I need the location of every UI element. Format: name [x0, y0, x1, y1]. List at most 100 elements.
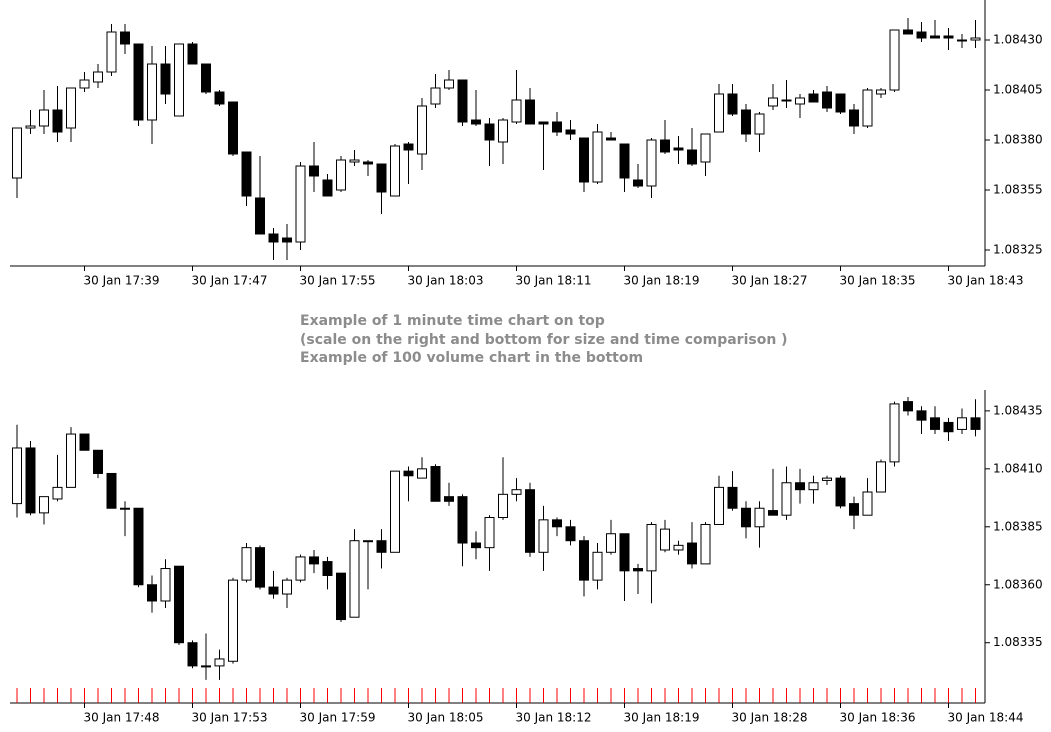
candle-body — [606, 137, 616, 141]
candle-body — [417, 468, 427, 479]
candle-body — [538, 519, 549, 553]
candle-body — [52, 486, 63, 500]
candle-body — [457, 496, 468, 544]
candle-body — [943, 421, 954, 433]
candle-body — [25, 447, 36, 514]
y-tick-label: 1.08410 — [993, 461, 1043, 475]
x-tick-label: 30 Jan 17:39 — [84, 274, 160, 288]
candle-body — [930, 417, 940, 430]
candle-body — [673, 544, 684, 551]
candle-body — [552, 121, 562, 133]
x-tick-label: 30 Jan 18:28 — [732, 711, 808, 725]
candle-body — [606, 533, 616, 553]
candle-body — [174, 43, 184, 117]
candle-body — [714, 93, 724, 133]
candle-body — [390, 470, 400, 553]
candle-body — [862, 89, 873, 127]
candle-body — [282, 237, 292, 243]
candle-body — [363, 540, 373, 543]
candle-body — [565, 526, 576, 542]
candle-body — [106, 31, 117, 73]
candle-body — [309, 556, 319, 565]
candle-body — [376, 163, 387, 193]
candle-body — [687, 542, 697, 565]
caption-line: Example of 100 volume chart in the botto… — [300, 350, 643, 366]
candle-body — [768, 510, 778, 516]
candle-body — [822, 477, 832, 481]
candle-body — [255, 547, 265, 588]
candle-body — [201, 665, 211, 668]
candle-body — [417, 105, 427, 155]
candle-body — [646, 523, 657, 572]
y-tick-label: 1.08325 — [993, 243, 1043, 257]
x-tick-label: 30 Jan 18:19 — [624, 711, 700, 725]
candle-body — [322, 179, 333, 197]
candle-body — [687, 149, 697, 165]
candle-body — [363, 161, 373, 165]
candle-body — [241, 151, 252, 197]
candle-body — [835, 477, 846, 507]
candle-body — [754, 113, 765, 135]
candle-body — [79, 433, 90, 451]
candle-body — [970, 417, 981, 430]
candle-body — [120, 507, 130, 510]
candle-body — [943, 35, 954, 39]
candle-body — [808, 93, 819, 103]
candle-body — [322, 561, 333, 576]
candle-body — [700, 523, 711, 565]
candle-body — [214, 658, 225, 667]
y-tick-label: 1.08360 — [993, 577, 1043, 591]
candle-body — [93, 71, 103, 83]
candle-body — [390, 145, 400, 197]
candle-body — [430, 87, 441, 105]
candle-body — [255, 197, 265, 235]
x-tick-label: 30 Jan 17:48 — [84, 711, 160, 725]
y-tick-label: 1.08380 — [993, 133, 1043, 147]
candle-body — [12, 127, 22, 179]
candle-body — [12, 447, 22, 505]
candle-body — [754, 507, 765, 528]
candle-body — [201, 63, 211, 93]
y-tick-label: 1.08385 — [993, 519, 1043, 533]
candle-body — [795, 482, 805, 491]
candle-body — [957, 417, 967, 430]
candle-body — [120, 31, 130, 45]
candle-body — [295, 556, 306, 581]
candle-body — [525, 489, 535, 553]
candle-body — [538, 121, 549, 125]
candle-body — [727, 486, 738, 509]
caption-line: Example of 1 minute time chart on top — [300, 313, 605, 329]
candle-body — [228, 101, 238, 155]
candle-body — [457, 79, 468, 123]
candle-body — [39, 109, 49, 127]
candle-body — [525, 99, 535, 125]
candle-body — [336, 159, 346, 191]
candle-body — [916, 410, 927, 421]
candle-body — [349, 159, 360, 163]
candle-body — [741, 109, 751, 135]
y-tick-label: 1.08430 — [993, 33, 1043, 47]
y-tick-label: 1.08355 — [993, 183, 1043, 197]
candle-body — [66, 87, 76, 129]
candle-body — [268, 233, 279, 243]
candle-body — [592, 551, 603, 581]
x-tick-label: 30 Jan 17:59 — [300, 711, 376, 725]
candle-body — [66, 433, 76, 488]
candle-body — [39, 496, 49, 514]
candle-body — [727, 93, 738, 115]
candle-body — [93, 449, 103, 474]
candle-body — [768, 97, 778, 107]
candle-body — [660, 528, 670, 551]
candle-body — [403, 470, 414, 477]
x-tick-label: 30 Jan 18:43 — [948, 274, 1024, 288]
candle-body — [147, 63, 157, 121]
candle-body — [849, 503, 859, 516]
candle-body — [295, 165, 306, 243]
candle-body — [849, 109, 859, 127]
candle-body — [633, 568, 643, 572]
x-tick-label: 30 Jan 18:11 — [516, 274, 592, 288]
candle-body — [673, 147, 684, 151]
x-tick-label: 30 Jan 18:27 — [732, 274, 808, 288]
candle-body — [592, 131, 603, 183]
